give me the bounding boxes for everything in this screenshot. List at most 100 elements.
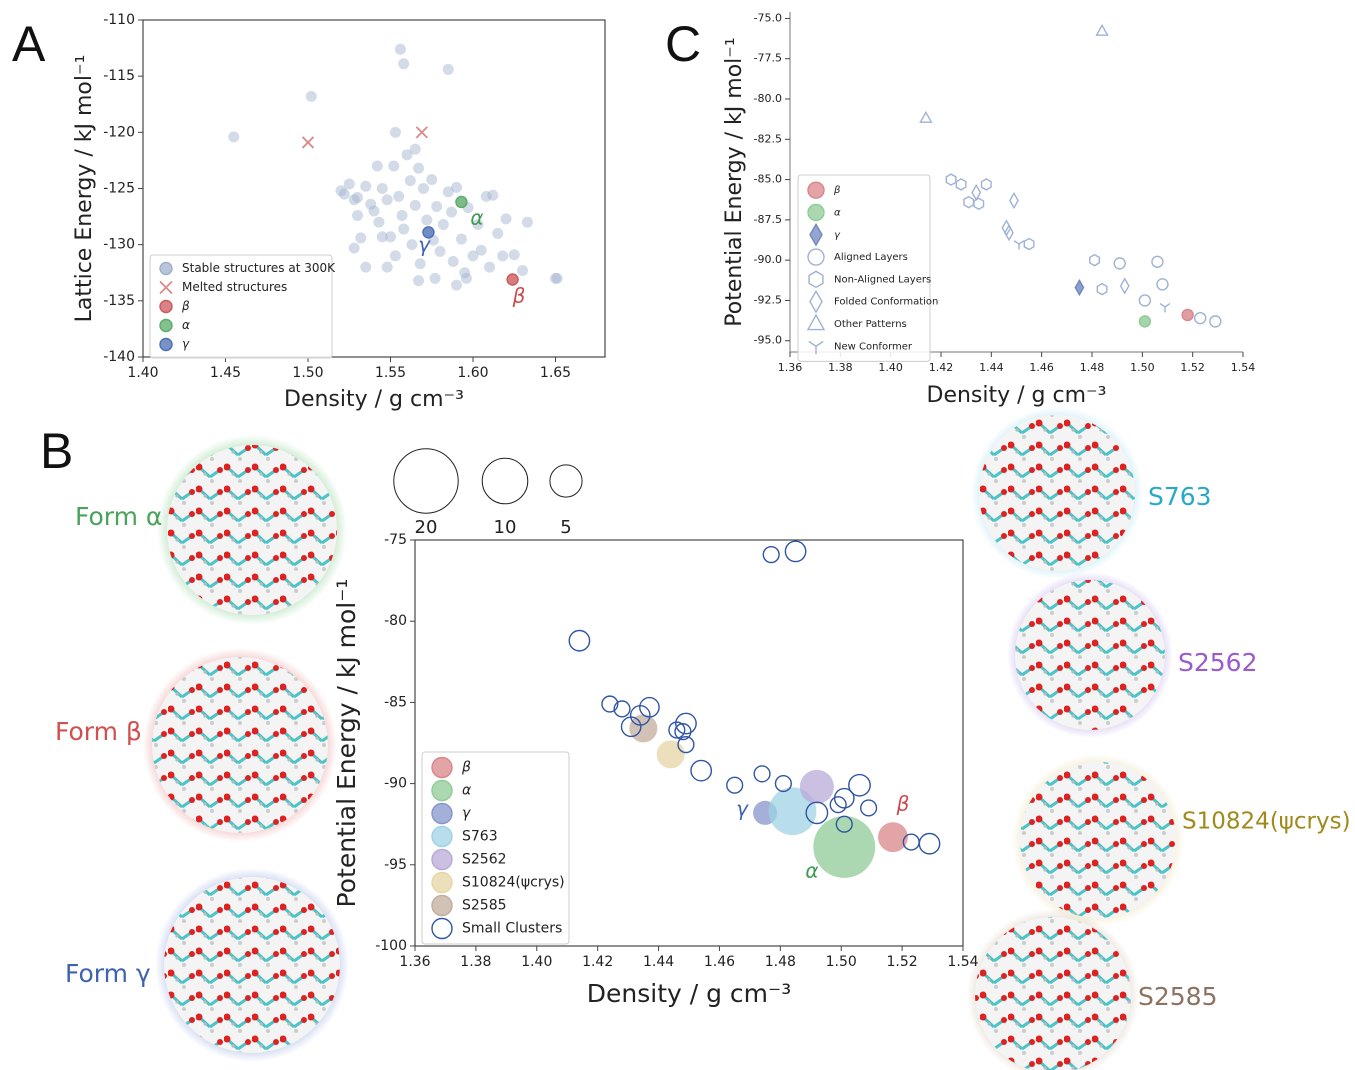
point: [398, 58, 410, 70]
legend-marker: [808, 270, 824, 289]
point: [376, 183, 388, 194]
legend-marker: [431, 871, 453, 894]
point: [629, 714, 658, 743]
x-tick-label: 1.44: [643, 954, 674, 970]
point: [674, 723, 692, 741]
structure-label: S2562: [1178, 648, 1258, 677]
series: [629, 714, 658, 743]
y-tick-label: -95: [384, 857, 407, 873]
panel-label: A: [12, 16, 46, 72]
series: [656, 740, 685, 769]
annotation: γ: [418, 233, 431, 257]
point: [437, 218, 449, 230]
legend-marker: [807, 181, 825, 199]
point: [348, 194, 360, 206]
point: [455, 233, 467, 245]
y-tick-label: -80.0: [754, 92, 782, 105]
point: [389, 250, 401, 262]
point: [1001, 219, 1012, 237]
series: [1013, 240, 1171, 313]
point: [394, 43, 406, 55]
point: [973, 197, 985, 211]
point: [726, 776, 744, 794]
legend-label: α: [182, 318, 190, 332]
x-tick-label: 1.54: [1231, 361, 1256, 374]
legend-marker: [808, 340, 824, 355]
point: [601, 695, 619, 713]
y-tick-label: -120: [103, 124, 135, 140]
legend-label: β: [181, 299, 190, 313]
point: [381, 194, 393, 206]
legend-label: α: [834, 207, 841, 218]
legend-marker: [159, 261, 173, 276]
size-legend-circle: [549, 464, 583, 498]
point: [497, 250, 509, 262]
point: [475, 244, 487, 256]
y-tick-label: -90: [384, 776, 407, 792]
legend-label: Aligned Layers: [834, 252, 908, 263]
point: [447, 256, 459, 268]
panel-label: B: [40, 423, 73, 479]
annotation: β: [512, 284, 526, 308]
point: [398, 223, 410, 235]
x-tick-label: 1.46: [704, 954, 735, 970]
x-tick-label: 1.50: [826, 954, 857, 970]
legend-label: α: [462, 783, 472, 799]
point: [360, 261, 372, 273]
legend-marker: [159, 318, 173, 333]
point: [1095, 23, 1109, 36]
legend-label: Small Clusters: [462, 921, 562, 937]
series: [455, 195, 468, 209]
point: [451, 279, 462, 291]
point: [348, 242, 360, 254]
point: [1159, 302, 1171, 313]
x-tick-label: 1.45: [210, 365, 241, 381]
point: [613, 700, 631, 718]
x-tick-label: 1.54: [947, 954, 978, 970]
legend-marker: [159, 280, 173, 295]
y-tick-label: -80: [384, 613, 407, 629]
point: [434, 245, 446, 257]
legend-marker: [431, 848, 453, 871]
point: [919, 110, 933, 123]
series: [1181, 308, 1194, 322]
point: [365, 198, 377, 210]
point: [418, 183, 429, 194]
legend-label: Folded Conformation: [834, 297, 938, 308]
y-tick-label: -77.5: [754, 52, 782, 65]
point: [639, 696, 660, 718]
point: [455, 195, 468, 209]
point: [352, 191, 363, 203]
point: [971, 183, 982, 202]
legend-marker: [159, 299, 173, 314]
x-tick-label: 1.36: [778, 361, 803, 374]
y-tick-label: -135: [103, 293, 135, 309]
point: [1009, 191, 1019, 210]
point: [1074, 278, 1085, 297]
series: [919, 23, 1109, 123]
point: [813, 815, 876, 878]
x-tick-label: 1.46: [1029, 361, 1054, 374]
x-tick-label: 1.38: [828, 361, 853, 374]
legend-marker: [431, 779, 453, 802]
x-axis-label: Density / g cm⁻³: [587, 979, 792, 1008]
legend-label: Stable structures at 300K: [182, 261, 336, 275]
legend-label: S2585: [462, 898, 507, 914]
point: [393, 190, 405, 202]
point: [1151, 255, 1164, 268]
structure-images: [143, 407, 1184, 1070]
point: [799, 769, 834, 804]
x-axis-label: Density / g cm⁻³: [284, 387, 464, 412]
point: [1138, 294, 1152, 307]
series: [878, 822, 908, 853]
x-axis-label: Density / g cm⁻³: [927, 383, 1107, 408]
x-tick-label: 1.40: [521, 954, 552, 970]
x-tick-label: 1.65: [540, 365, 571, 381]
y-axis-label: Potential Energy / kJ mol⁻¹: [722, 37, 747, 326]
point: [484, 261, 495, 273]
x-tick-label: 1.50: [292, 365, 323, 381]
point: [421, 214, 433, 226]
point: [368, 205, 380, 217]
point: [413, 162, 425, 174]
